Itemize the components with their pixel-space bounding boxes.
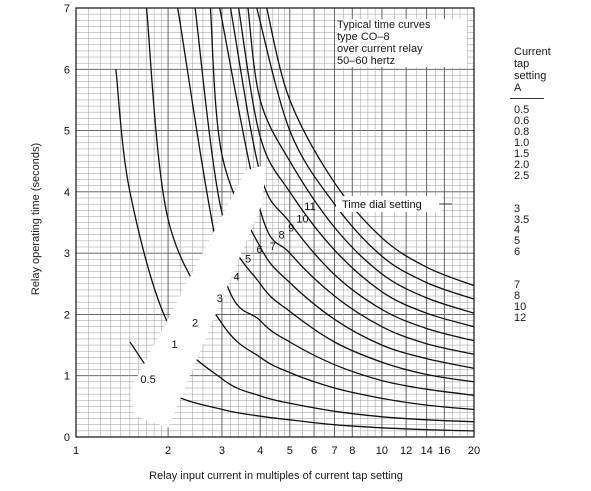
x-tick-label: 6 <box>311 445 317 457</box>
tap-heading-line: A <box>514 82 522 94</box>
grid <box>76 7 475 438</box>
tap-heading-line: tap <box>514 58 530 70</box>
tap-value: 1.0 <box>514 136 530 149</box>
tap-value: 5 <box>514 235 521 248</box>
curve-3 <box>177 7 475 396</box>
tap-value: 1.5 <box>514 147 530 160</box>
tap-value: 0.6 <box>514 114 530 127</box>
tap-value: 3 <box>514 202 521 215</box>
x-tick-label: 2 <box>165 445 171 457</box>
tap-heading-line: Current <box>514 46 551 58</box>
tap-setting-table: Current tap setting A 0.5 0.6 0.8 1.0 1.5 2.0… <box>510 46 574 324</box>
x-tick-label: 12 <box>400 445 412 457</box>
curve-label: 4 <box>234 272 240 284</box>
tap-value: 8 <box>514 290 521 303</box>
curve-5 <box>209 7 475 370</box>
y-tick-label: 7 <box>64 3 70 15</box>
annotation-line: 50–60 hertz <box>337 55 396 67</box>
y-tick-label: 0 <box>64 432 70 444</box>
tap-heading-line: setting <box>514 70 547 82</box>
tap-value: 4 <box>514 224 521 237</box>
x-tick-label: 8 <box>349 445 355 457</box>
dial-label-box <box>336 196 442 212</box>
curves <box>115 7 475 432</box>
curve-label: 7 <box>270 241 276 253</box>
label-band <box>129 164 267 428</box>
x-tick-label: 1 <box>73 445 79 457</box>
x-tick-label: 3 <box>219 445 225 457</box>
tap-value: 0.8 <box>514 125 530 138</box>
curve-label: 5 <box>245 253 251 265</box>
y-axis-label: Relay operating time (seconds) <box>30 142 42 296</box>
curve-label: 11 <box>304 201 315 213</box>
plot-frame <box>75 7 475 438</box>
tap-value: 12 <box>514 312 527 325</box>
curve-7 <box>229 7 475 342</box>
curve-label: 6 <box>256 244 262 256</box>
tap-value: 2.0 <box>514 158 530 171</box>
curve-6 <box>219 7 475 355</box>
curve-2 <box>145 7 475 411</box>
annotation-line: over current relay <box>337 43 423 55</box>
tap-table-heading: Current tap setting A <box>514 46 574 94</box>
y-tick-label: 5 <box>64 126 70 138</box>
x-tick-label: 7 <box>331 445 337 457</box>
curve-label: 3 <box>217 293 223 305</box>
tap-table-rule <box>510 98 544 99</box>
curve-10 <box>256 7 475 300</box>
time-dial-label: Time dial setting <box>342 199 422 211</box>
curve-0.5 <box>129 341 475 432</box>
x-axis-label: Relay input current in multiples of curr… <box>149 470 403 482</box>
annotation-line: Typical time curves <box>337 19 431 31</box>
curve-8 <box>237 7 475 328</box>
tap-value: 2.5 <box>514 169 530 182</box>
curve-label: 8 <box>279 229 285 241</box>
tap-value: 6 <box>514 246 521 259</box>
curve-9 <box>247 7 475 314</box>
curve-label: 9 <box>288 223 294 235</box>
curve-label: 10 <box>296 214 308 226</box>
x-tick-label: 4 <box>257 445 263 457</box>
label-band <box>129 164 442 428</box>
tap-value: 7 <box>514 279 521 292</box>
chart-annotation: Typical time curves type CO–8 over curre… <box>337 19 467 67</box>
y-tick-label: 6 <box>64 64 70 76</box>
curve-label: 1 <box>172 339 178 351</box>
y-tick-label: 3 <box>64 248 70 260</box>
annotation-line: type CO–8 <box>337 31 390 43</box>
x-tick-label: 5 <box>287 445 293 457</box>
y-tick-label: 4 <box>64 187 70 199</box>
curve-1 <box>115 69 475 423</box>
curve-4 <box>194 7 475 383</box>
x-tick-label: 20 <box>468 445 480 457</box>
tap-value: 0.5 <box>514 104 530 116</box>
x-tick-label: 14 <box>420 445 432 457</box>
curve-label: 2 <box>192 318 198 330</box>
y-tick-label: 2 <box>64 309 70 321</box>
curve-label: 0.5 <box>140 374 155 386</box>
tap-value: 3.5 <box>514 213 530 226</box>
x-tick-label: 10 <box>376 445 388 457</box>
x-tick-label: 16 <box>438 445 450 457</box>
y-tick-label: 1 <box>64 371 70 383</box>
tap-value: 10 <box>514 301 527 314</box>
